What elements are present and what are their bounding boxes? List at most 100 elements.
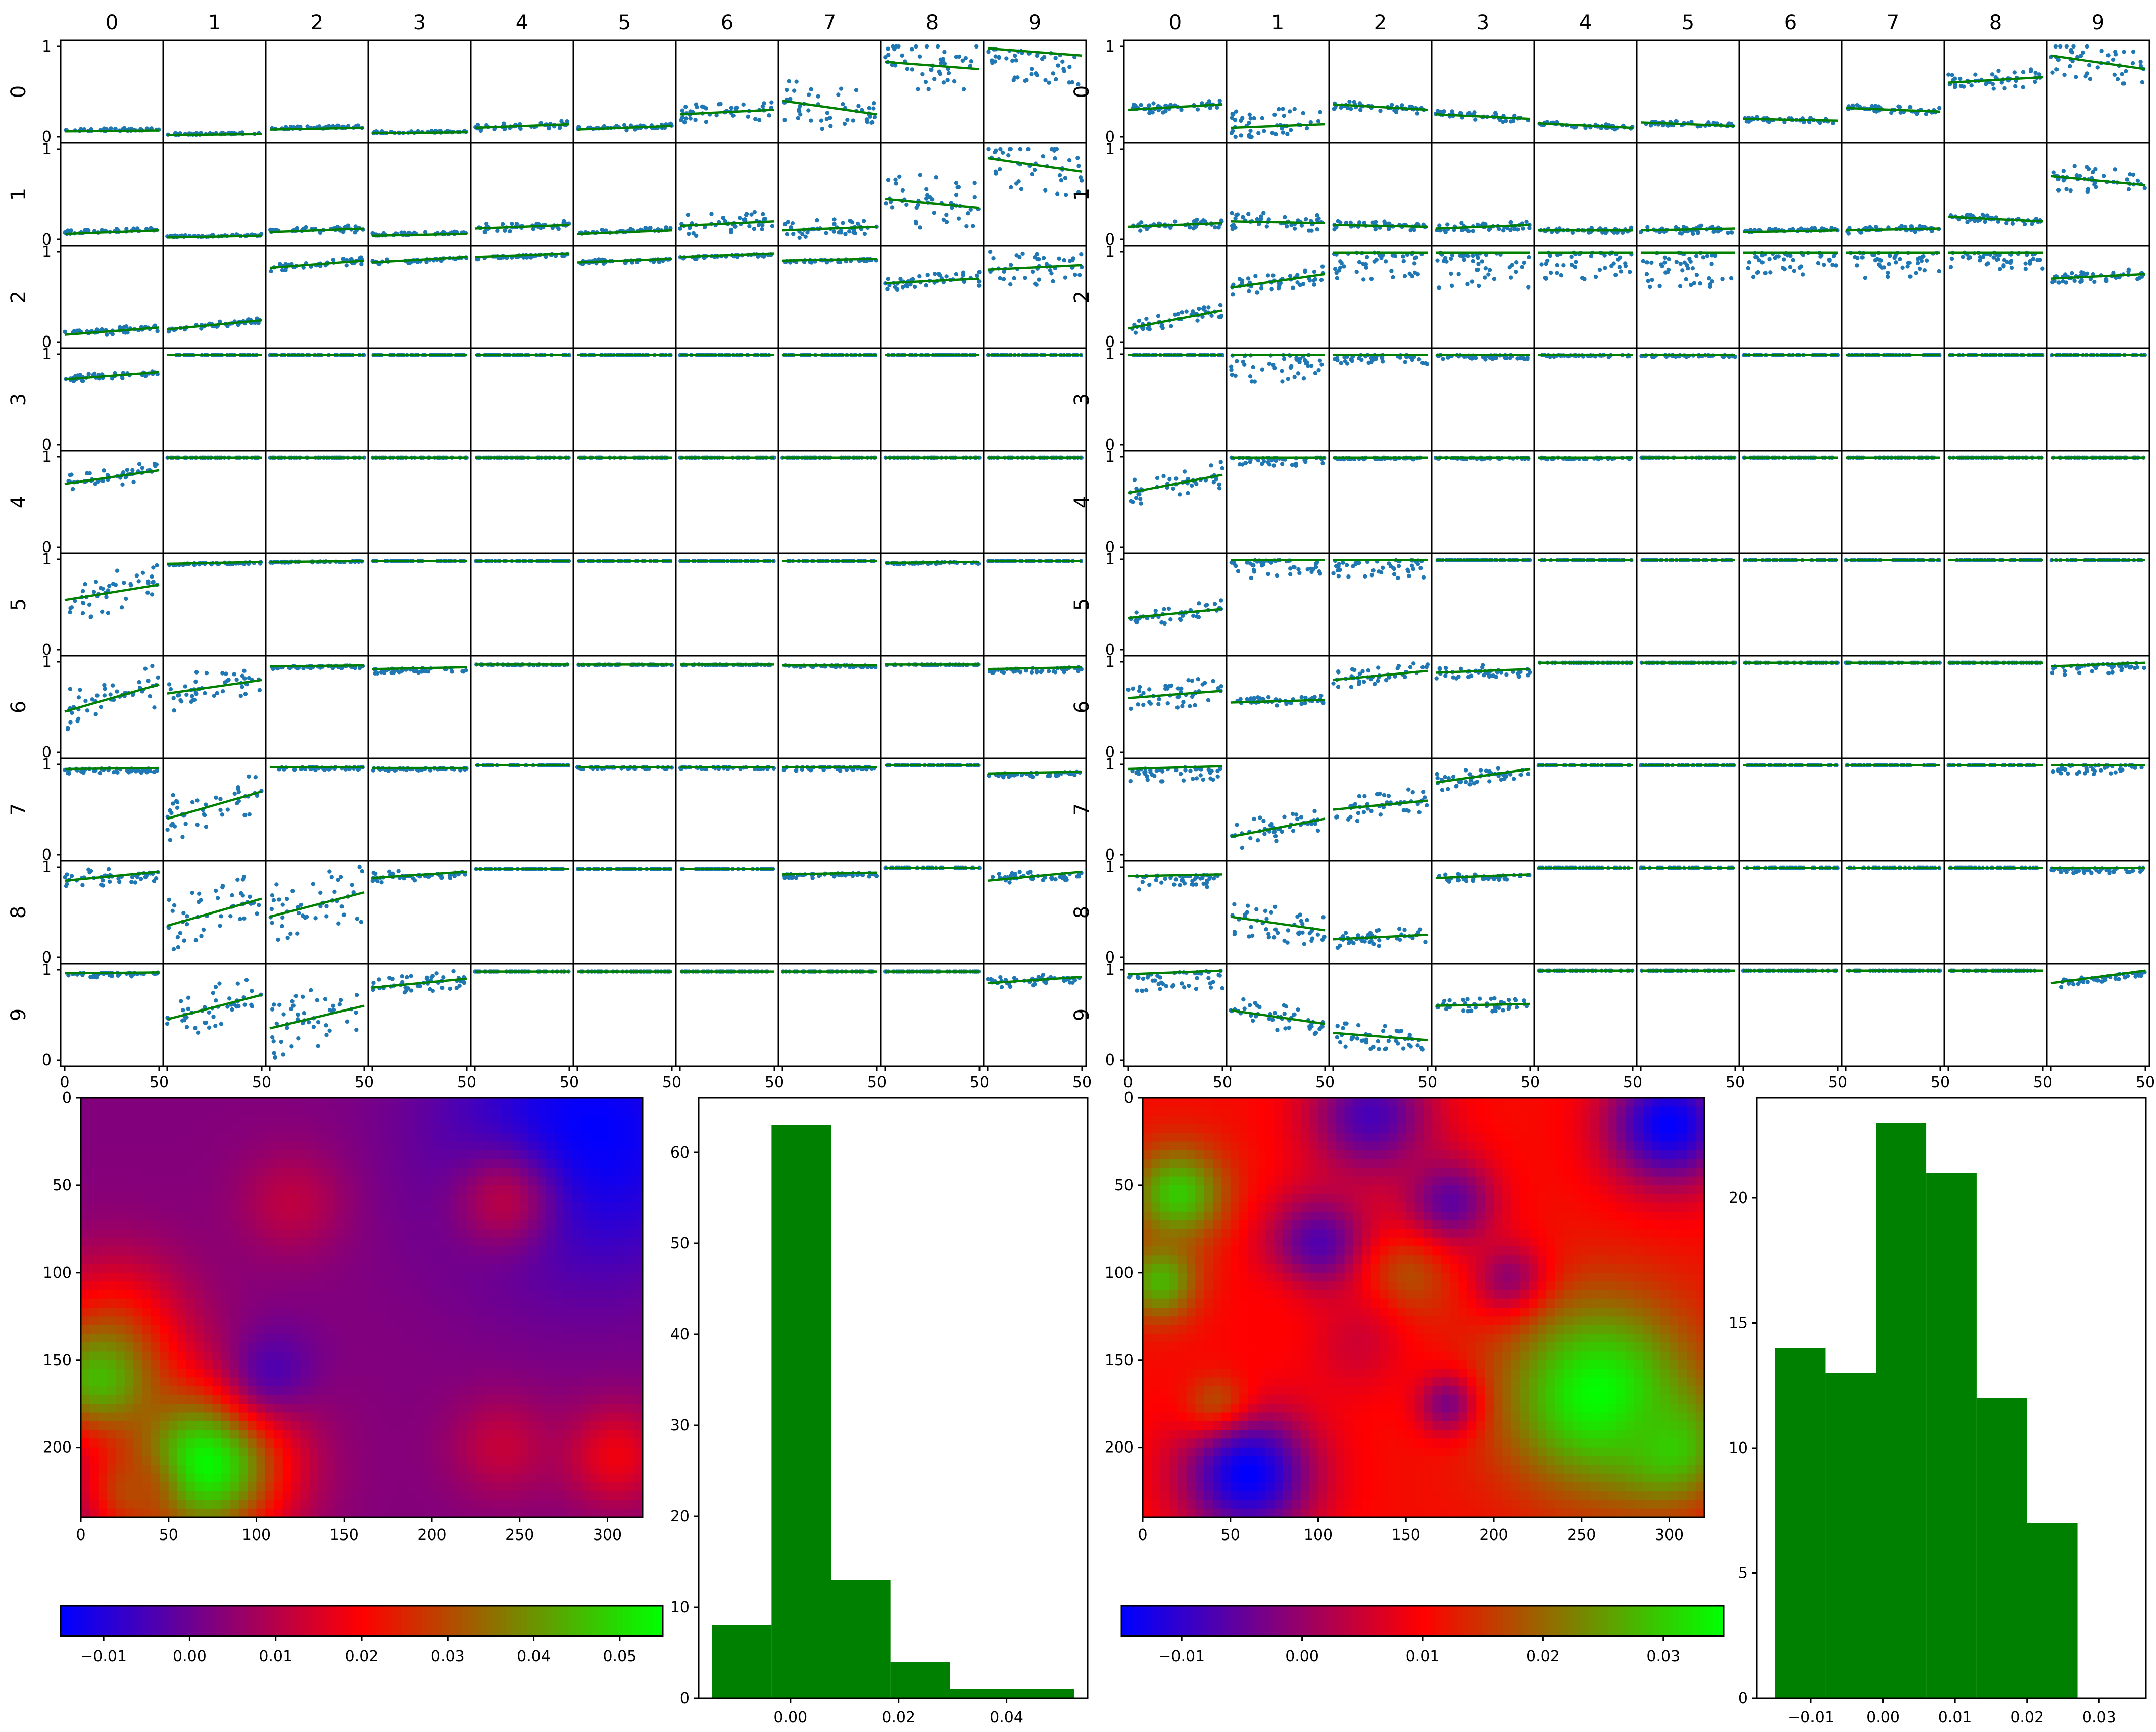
cell-frame <box>266 861 368 964</box>
cell-frame <box>163 40 266 143</box>
regression-line <box>65 470 159 484</box>
row-header-7: 7 <box>7 803 30 816</box>
data-point <box>910 67 914 71</box>
data-point <box>851 118 855 122</box>
column-header-4: 4 <box>516 11 528 34</box>
scatter-cell-1-5 <box>573 143 676 246</box>
cell-frame <box>163 758 266 861</box>
data-point <box>986 147 990 151</box>
data-point <box>1079 252 1083 256</box>
data-point <box>746 115 750 119</box>
data-point <box>330 875 334 879</box>
regression-line <box>167 899 262 926</box>
scatter-cell-5-0 <box>61 553 163 656</box>
data-point <box>798 104 802 108</box>
scatter-cell-3-0 <box>61 348 163 451</box>
data-point <box>905 67 909 71</box>
cell-frame <box>368 553 471 656</box>
data-point <box>747 224 751 228</box>
data-point <box>1067 65 1071 69</box>
data-point <box>1009 873 1013 877</box>
data-point <box>1009 263 1013 267</box>
data-point <box>103 693 107 697</box>
data-point <box>869 121 873 125</box>
data-point <box>270 1007 274 1011</box>
cell-frame <box>778 758 881 861</box>
row-header-0: 0 <box>7 85 30 98</box>
regression-line <box>782 101 877 114</box>
cell-frame <box>778 553 881 656</box>
data-point <box>557 227 561 231</box>
data-point <box>290 999 294 1003</box>
data-point <box>331 1004 335 1008</box>
data-point <box>942 50 946 54</box>
data-point <box>219 1022 223 1026</box>
row-header-3: 3 <box>7 393 30 406</box>
scatter-cell-2-7 <box>778 246 881 348</box>
data-point <box>236 982 240 986</box>
data-point <box>279 1040 283 1044</box>
data-point <box>316 1044 320 1048</box>
data-point <box>689 116 693 120</box>
data-point <box>66 771 70 775</box>
data-point <box>718 102 722 106</box>
cell-frame <box>61 348 163 451</box>
data-point <box>1049 876 1053 880</box>
data-point <box>242 917 246 921</box>
data-point <box>242 1002 247 1006</box>
data-point <box>893 285 897 289</box>
data-point <box>413 878 417 882</box>
data-point <box>66 726 70 730</box>
data-point <box>122 325 126 329</box>
data-point <box>214 796 218 800</box>
scatter-cell-5-4 <box>471 553 573 656</box>
data-point <box>1008 282 1012 286</box>
data-point <box>1077 273 1082 277</box>
data-point <box>1034 283 1038 287</box>
data-point <box>354 1011 358 1015</box>
data-point <box>236 785 240 789</box>
data-point <box>391 670 396 675</box>
data-point <box>942 80 946 84</box>
data-point <box>345 263 349 267</box>
cell-frame <box>266 758 368 861</box>
data-point <box>1041 878 1045 882</box>
cell-frame <box>163 246 266 348</box>
data-point <box>871 106 875 110</box>
cell-frame <box>471 861 573 964</box>
cell-frame <box>881 40 984 143</box>
data-point <box>460 669 464 673</box>
cell-frame <box>676 861 778 964</box>
data-point <box>171 909 175 913</box>
data-point <box>964 224 968 228</box>
data-point <box>1006 153 1010 157</box>
data-point <box>64 884 68 888</box>
data-point <box>794 768 798 773</box>
data-point <box>77 695 81 699</box>
data-point <box>131 480 135 484</box>
regression-line <box>65 585 159 600</box>
data-point <box>927 87 931 91</box>
data-point <box>202 928 206 932</box>
data-point <box>952 79 956 83</box>
data-point <box>761 212 765 216</box>
data-point <box>945 78 949 82</box>
data-point <box>431 989 435 993</box>
data-point <box>820 127 824 131</box>
cell-frame <box>573 861 676 964</box>
column-header-1: 1 <box>208 11 221 34</box>
data-point <box>274 882 278 886</box>
cell-frame <box>266 348 368 451</box>
data-point <box>120 376 124 380</box>
data-point <box>83 582 87 586</box>
data-point <box>247 775 251 779</box>
data-point <box>377 977 381 981</box>
data-point <box>360 869 364 873</box>
data-point <box>1061 67 1065 71</box>
data-point <box>197 892 201 896</box>
scatter-cell-4-6 <box>676 451 778 553</box>
data-point <box>235 878 239 882</box>
data-point <box>893 178 897 182</box>
data-point <box>986 50 990 54</box>
data-point <box>122 581 126 585</box>
